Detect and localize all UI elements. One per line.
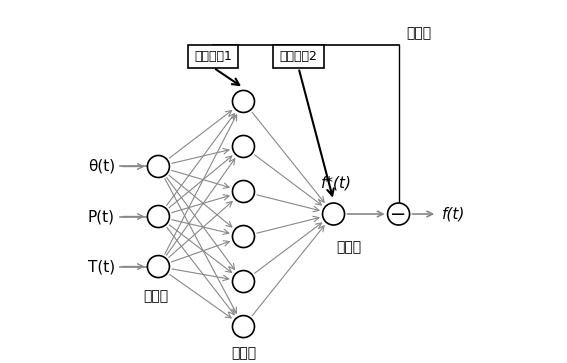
Circle shape — [147, 155, 170, 178]
Circle shape — [147, 205, 170, 228]
Text: f(t): f(t) — [442, 207, 466, 221]
Circle shape — [323, 203, 345, 225]
Text: 输入层: 输入层 — [143, 289, 168, 303]
Circle shape — [232, 270, 255, 293]
Circle shape — [388, 203, 409, 225]
Circle shape — [232, 225, 255, 248]
Text: 输出层: 输出层 — [336, 240, 361, 254]
Circle shape — [232, 315, 255, 338]
Text: 权値修欱2: 权値修欱2 — [280, 50, 318, 63]
Text: 权値修欱1: 权値修欱1 — [194, 50, 232, 63]
Text: 误差ｅ: 误差ｅ — [406, 26, 431, 40]
Text: f*(t): f*(t) — [320, 175, 352, 191]
FancyBboxPatch shape — [188, 45, 239, 68]
FancyBboxPatch shape — [273, 45, 324, 68]
Text: P(t): P(t) — [88, 209, 115, 224]
Circle shape — [147, 256, 170, 278]
Circle shape — [232, 90, 255, 113]
Text: −: − — [391, 204, 407, 224]
Text: 映射层: 映射层 — [231, 347, 256, 360]
Circle shape — [232, 180, 255, 203]
Text: T(t): T(t) — [88, 259, 115, 274]
Circle shape — [232, 135, 255, 158]
Text: θ(t): θ(t) — [88, 159, 115, 174]
